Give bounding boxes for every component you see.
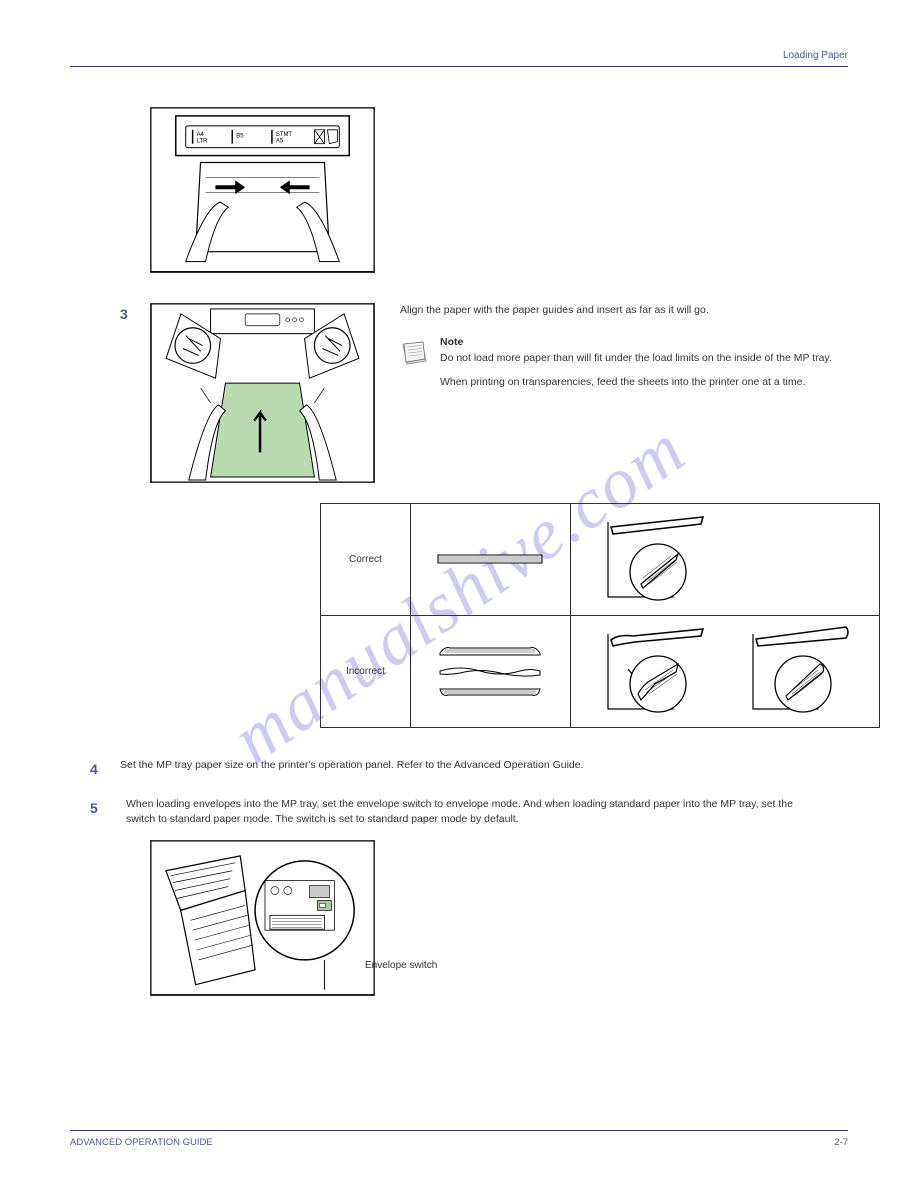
svg-text:LTR: LTR: [197, 139, 208, 145]
step-number-3: 3: [120, 306, 136, 322]
envelope-switch-label: Envelope switch: [365, 960, 437, 971]
footer-page-number: 2-7: [834, 1137, 848, 1148]
step-number-5: 5: [90, 800, 106, 816]
cell-correct-stack: [410, 503, 570, 615]
paper-guide-illustration: A4 LTR B5 STMT A5: [150, 107, 375, 273]
note-2-text: When printing on transparencies, feed th…: [440, 375, 848, 391]
cell-incorrect-stacks: [410, 615, 570, 727]
step3-instruction: Align the paper with the paper guides an…: [400, 303, 848, 319]
svg-text:B5: B5: [236, 134, 244, 140]
envelope-switch-illustration: [150, 840, 375, 996]
svg-text:A4: A4: [197, 132, 205, 138]
clamp-correct-icon: [583, 512, 713, 607]
step5-figure-row: Envelope switch: [150, 840, 848, 996]
footer-row: ADVANCED OPERATION GUIDE 2-7: [70, 1137, 848, 1148]
cell-label-correct: Correct: [321, 503, 411, 615]
table-row-incorrect: Incorrect: [321, 615, 880, 727]
paper-insert-illustration: [150, 303, 375, 483]
step4-instruction: Set the MP tray paper size on the printe…: [120, 758, 800, 774]
note-1-text: Do not load more paper than will fit und…: [440, 351, 832, 367]
step5-instruction: When loading envelopes into the MP tray,…: [126, 797, 806, 829]
note-icon: [400, 339, 430, 367]
note-1-body: Note Do not load more paper than will fi…: [440, 336, 832, 367]
page-footer: ADVANCED OPERATION GUIDE 2-7: [70, 1130, 848, 1148]
clamp-incorrect-2-icon: [728, 624, 858, 719]
incorrect-wave-icon: [430, 662, 550, 680]
svg-text:STMT: STMT: [276, 132, 293, 138]
step-3-block: 3 Align the paper with the paper guides …: [150, 303, 848, 483]
clamp-incorrect-1-icon: [583, 624, 713, 719]
header-rule: [70, 66, 848, 67]
footer-doc-title: ADVANCED OPERATION GUIDE: [70, 1137, 213, 1148]
page-header: Loading Paper: [70, 50, 848, 67]
step-5-figure-block: Envelope switch: [150, 840, 848, 996]
step3-text-col: Align the paper with the paper guides an…: [400, 303, 848, 392]
incorrect-curl-down-icon: [430, 683, 550, 701]
figure-paper-guides: A4 LTR B5 STMT A5: [150, 107, 848, 273]
section-title: Loading Paper: [70, 50, 848, 61]
svg-text:A5: A5: [276, 139, 284, 145]
cell-incorrect-clamps: [570, 615, 879, 727]
page-content: Loading Paper A4 LTR B5 STMT A5 3: [70, 50, 848, 996]
cell-correct-clamp: [570, 503, 879, 615]
note-row-1: Note Do not load more paper than will fi…: [400, 336, 848, 367]
step-5-text-row: 5 When loading envelopes into the MP tra…: [120, 797, 848, 829]
cell-label-incorrect: Incorrect: [321, 615, 411, 727]
table-row-correct: Correct: [321, 503, 880, 615]
step-4-block: 4 Set the MP tray paper size on the prin…: [120, 758, 848, 777]
note-label: Note: [440, 336, 832, 348]
step3-figure-col: 3: [150, 303, 375, 483]
correct-stack-icon: [430, 550, 550, 568]
step-number-4: 4: [90, 761, 106, 777]
footer-rule: [70, 1130, 848, 1131]
correct-incorrect-table: Correct Incorrect: [320, 503, 848, 728]
incorrect-curl-up-icon: [430, 641, 550, 659]
